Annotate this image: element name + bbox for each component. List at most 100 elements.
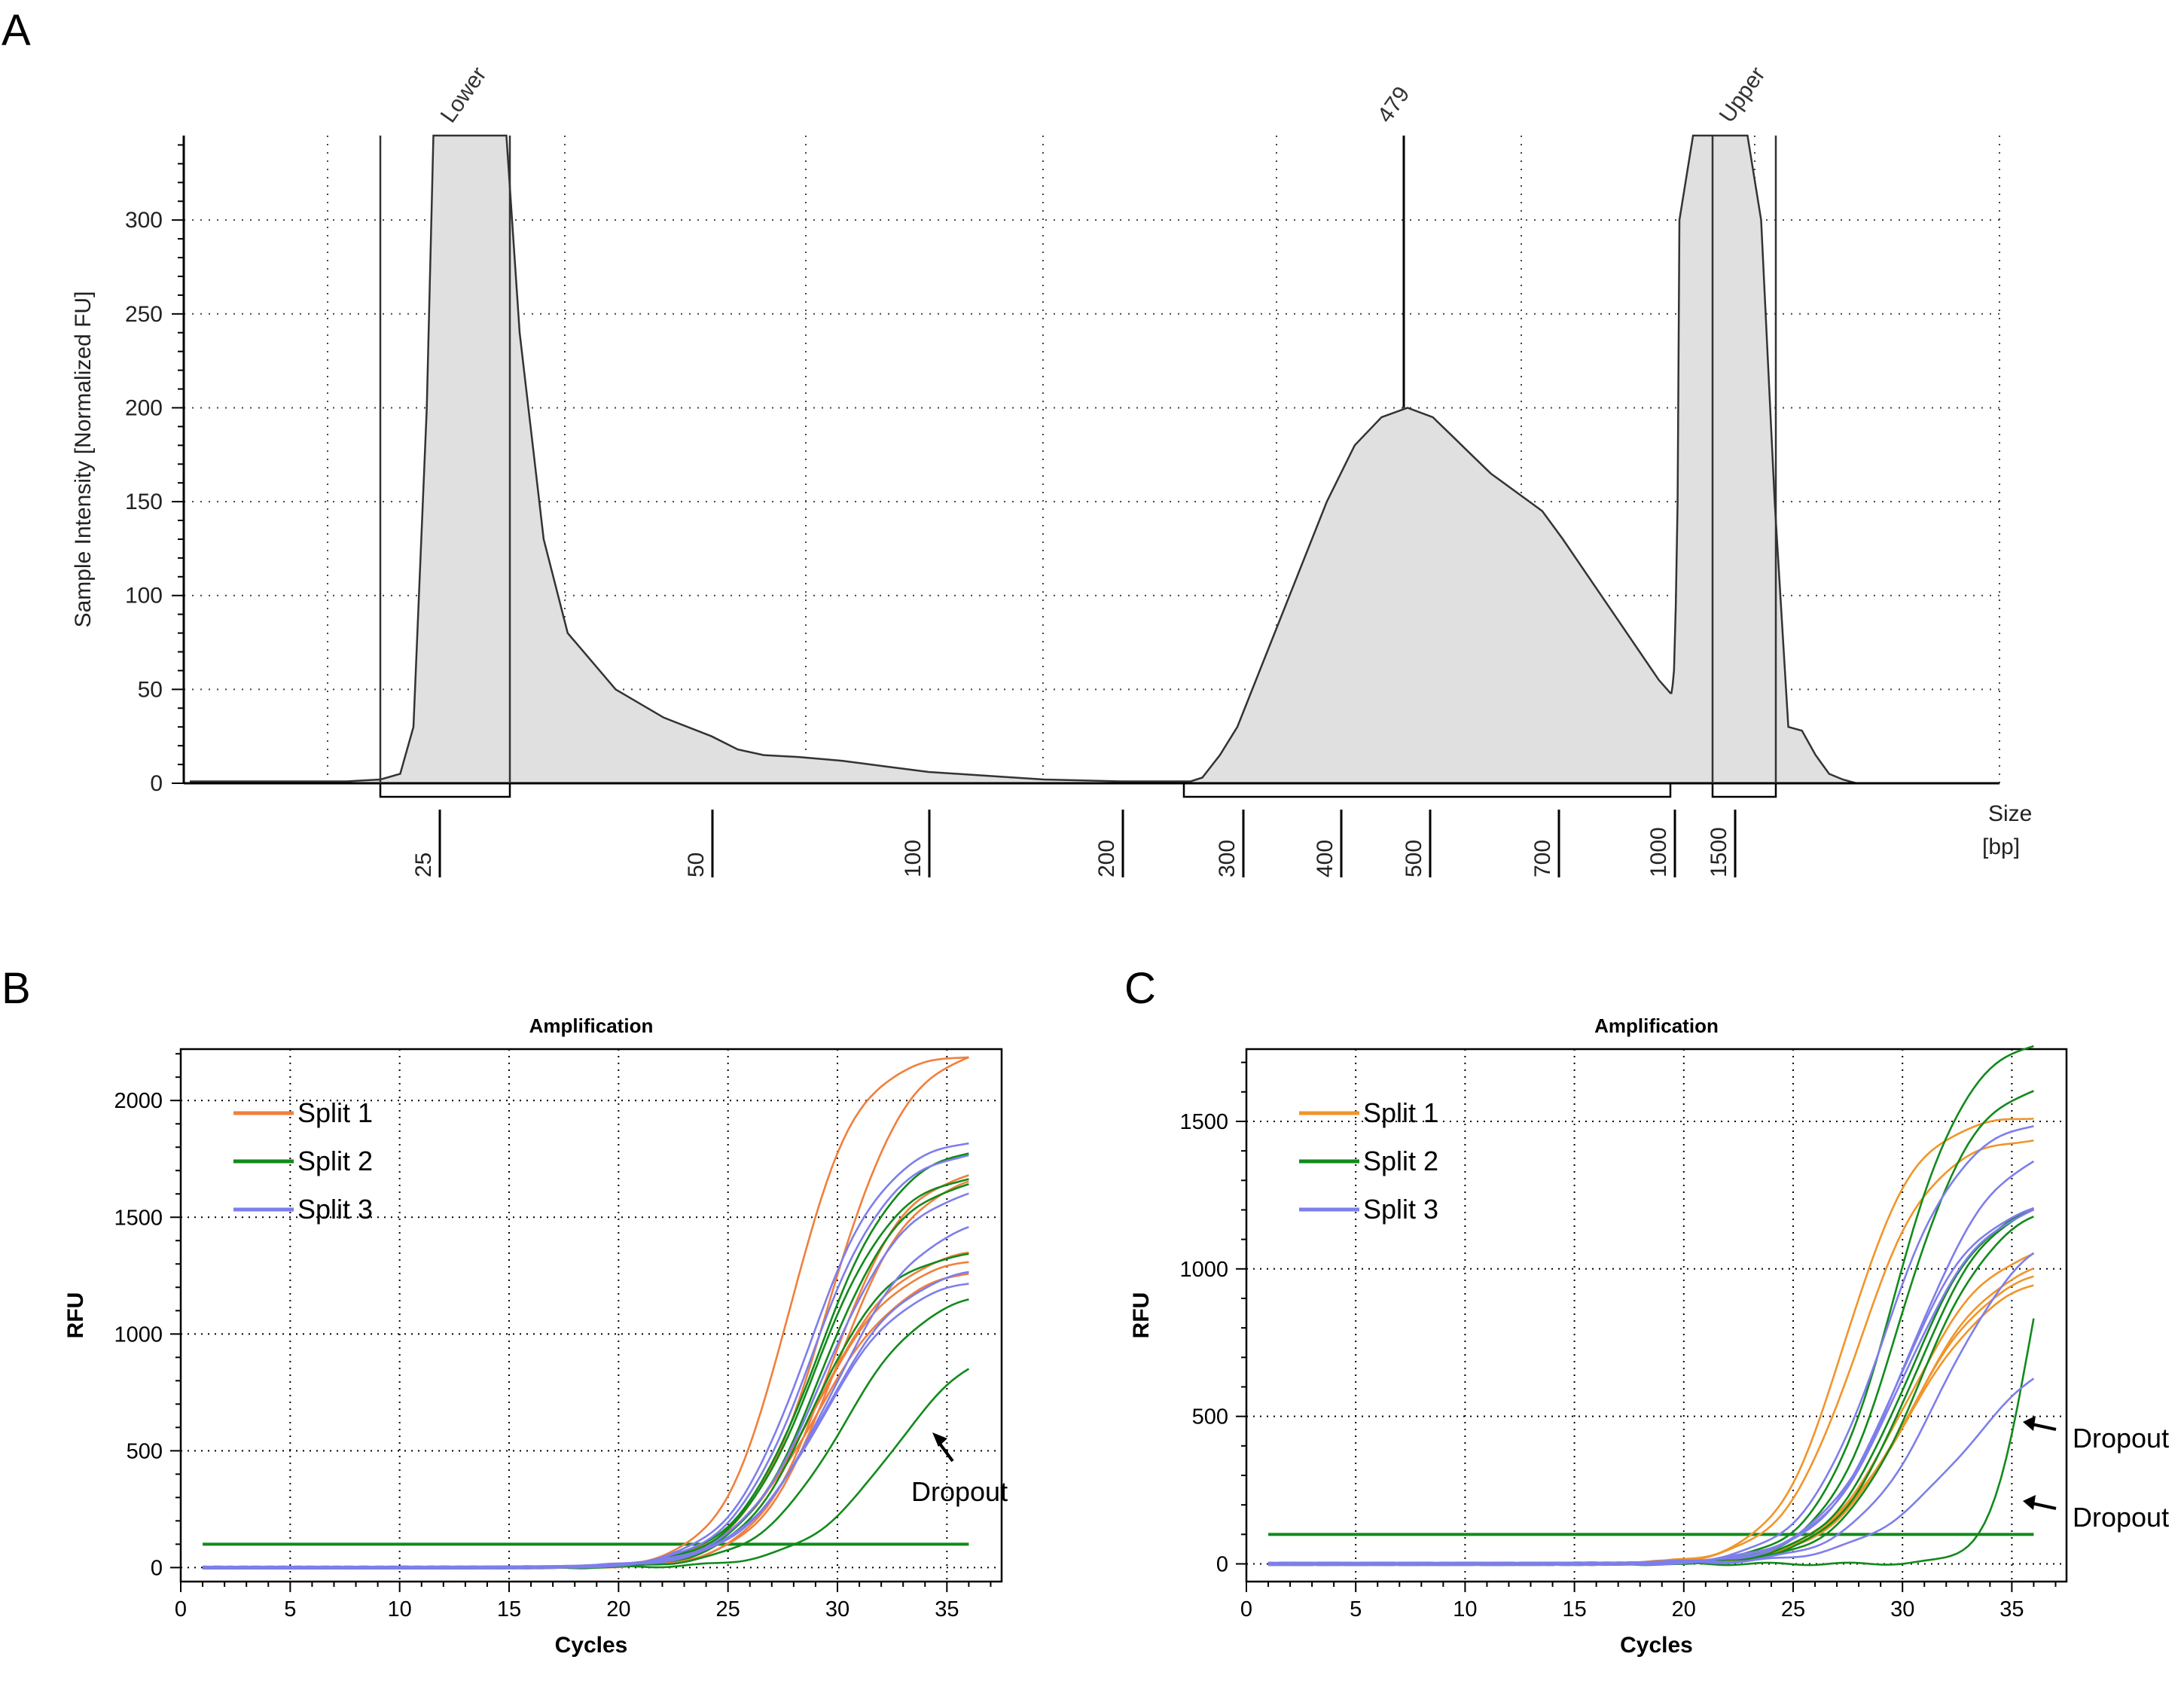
dropout-arrow bbox=[2031, 1502, 2057, 1510]
panel-c-label: C bbox=[1124, 964, 1156, 1013]
y-tick-label: 500 bbox=[1192, 1405, 1228, 1429]
curve-split-3 bbox=[1267, 1252, 2035, 1567]
curve-split-1 bbox=[203, 1251, 969, 1570]
bioanalyzer-electropherogram: 0 50 100 150 200 250 300 Sample Intensity [Norm… bbox=[71, 63, 2032, 877]
x-tick-label: 0 bbox=[1240, 1597, 1252, 1621]
x-tick-label: 10 bbox=[1453, 1597, 1477, 1621]
annotation-dropout: Dropout bbox=[2073, 1423, 2169, 1454]
curve-split-2 bbox=[203, 1183, 969, 1570]
y-axis-label: Sample Intensity [Normalized FU] bbox=[71, 291, 96, 628]
curve-split-3 bbox=[1267, 1377, 2035, 1567]
y-tick-label: 1000 bbox=[1179, 1258, 1228, 1282]
ladder-tick-label: 25 bbox=[411, 853, 436, 877]
ladder-tick-label: 200 bbox=[1094, 840, 1119, 877]
dropout-arrowhead bbox=[932, 1432, 947, 1447]
y-tick-label: 0 bbox=[150, 771, 163, 796]
curve-split-1 bbox=[203, 1056, 969, 1570]
plot-frame bbox=[179, 1048, 1003, 1583]
x-tick-label: 35 bbox=[1999, 1597, 2024, 1621]
legend-label: Split 3 bbox=[297, 1194, 373, 1225]
x-tick-label: 30 bbox=[825, 1597, 850, 1621]
peak-region-box bbox=[1711, 782, 1777, 798]
y-tick-label: 1500 bbox=[114, 1206, 163, 1230]
x-tick-label: 20 bbox=[1672, 1597, 1696, 1621]
peak-region-box bbox=[379, 782, 511, 798]
curve-split-2 bbox=[203, 1178, 969, 1570]
legend-label: Split 1 bbox=[297, 1097, 373, 1128]
dropout-arrowhead bbox=[2023, 1416, 2036, 1431]
curve-split-1 bbox=[203, 1180, 969, 1570]
annotation-dropout: Dropout bbox=[911, 1476, 1008, 1507]
dropout-arrowhead bbox=[2023, 1495, 2036, 1510]
y-tick-label: 300 bbox=[125, 208, 163, 233]
ladder-tick-label: 1000 bbox=[1646, 827, 1671, 877]
y-tick-label: 1500 bbox=[1179, 1110, 1228, 1134]
peak-label: Upper bbox=[1715, 63, 1771, 127]
x-axis-label: Cycles bbox=[555, 1633, 628, 1658]
x-tick-label: 35 bbox=[935, 1597, 959, 1621]
x-tick-label: 25 bbox=[716, 1597, 740, 1621]
trace-fill bbox=[190, 136, 1856, 783]
curve-split-1 bbox=[1267, 1275, 2034, 1567]
curve-split-3 bbox=[203, 1192, 969, 1570]
x-tick-label: 0 bbox=[175, 1597, 187, 1621]
panel-b-label: B bbox=[2, 964, 31, 1013]
ladder-tick-label: 100 bbox=[901, 840, 926, 877]
y-axis-label: RFU bbox=[1129, 1292, 1154, 1339]
y-tick-label: 50 bbox=[138, 677, 163, 702]
curve-split-1 bbox=[1267, 1252, 2034, 1567]
curve-split-2 bbox=[1267, 1318, 2035, 1567]
y-tick-label: 0 bbox=[151, 1556, 163, 1580]
plot-frame bbox=[1245, 1048, 2068, 1583]
y-tick-label: 100 bbox=[125, 584, 163, 609]
y-axis-label: RFU bbox=[63, 1292, 88, 1339]
x-axis-label: Size bbox=[1988, 801, 2032, 826]
x-axis-label: Cycles bbox=[1620, 1633, 1693, 1658]
curve-split-1 bbox=[203, 1273, 969, 1570]
ladder-tick-label: 300 bbox=[1215, 840, 1240, 877]
y-tick-label: 1000 bbox=[114, 1322, 163, 1347]
y-tick-label: 150 bbox=[125, 490, 163, 514]
y-tick-label: 0 bbox=[1216, 1552, 1228, 1576]
ladder-tick-label: 400 bbox=[1313, 840, 1338, 877]
legend-label: Split 3 bbox=[1363, 1194, 1438, 1225]
panel-a-label: A bbox=[2, 6, 31, 55]
legend-label: Split 2 bbox=[297, 1146, 373, 1176]
y-tick-label: 500 bbox=[127, 1439, 163, 1463]
curve-split-3 bbox=[203, 1283, 969, 1570]
amplification-plot-b: Amplification 0 5 10 15 20 25 30 35 0 500 1000 1500 2… bbox=[63, 1014, 1008, 1658]
x-tick-label: 15 bbox=[1562, 1597, 1586, 1621]
y-tick-label: 250 bbox=[125, 302, 163, 327]
ladder-tick-label: 500 bbox=[1402, 840, 1426, 877]
legend-label: Split 1 bbox=[1363, 1097, 1438, 1128]
x-tick-label: 10 bbox=[388, 1597, 412, 1621]
peak-region-box bbox=[1182, 782, 1672, 798]
x-tick-label: 30 bbox=[1890, 1597, 1914, 1621]
ladder-tick-label: 700 bbox=[1530, 840, 1555, 877]
peak-label: 479 bbox=[1373, 82, 1415, 127]
y-tick-label: 2000 bbox=[114, 1089, 163, 1113]
dropout-arrow bbox=[2031, 1423, 2057, 1431]
y-tick-label: 200 bbox=[125, 395, 163, 420]
x-tick-label: 25 bbox=[1781, 1597, 1805, 1621]
curve-split-2 bbox=[203, 1368, 970, 1570]
curve-split-1 bbox=[203, 1056, 969, 1570]
curve-split-1 bbox=[1267, 1284, 2034, 1567]
ladder-tick-label: 1500 bbox=[1707, 827, 1731, 877]
peak-label: Lower bbox=[436, 63, 492, 127]
ladder-tick-label: 50 bbox=[684, 853, 709, 877]
legend-label: Split 2 bbox=[1363, 1146, 1438, 1176]
x-tick-label: 5 bbox=[284, 1597, 296, 1621]
amplification-plot-c: Amplification 0 5 10 15 20 25 30 35 0 500 1000 1500 C… bbox=[1129, 1014, 2169, 1658]
x-tick-label: 5 bbox=[1350, 1597, 1362, 1621]
x-axis-label-unit: [bp] bbox=[1982, 834, 2020, 859]
trace-line bbox=[190, 134, 1857, 785]
curve-split-3 bbox=[203, 1271, 969, 1570]
x-tick-label: 20 bbox=[606, 1597, 630, 1621]
annotation-dropout: Dropout bbox=[2073, 1502, 2169, 1533]
chart-title: Amplification bbox=[529, 1014, 654, 1037]
chart-title: Amplification bbox=[1594, 1014, 1719, 1037]
x-tick-label: 15 bbox=[497, 1597, 521, 1621]
curve-split-2 bbox=[203, 1252, 969, 1570]
